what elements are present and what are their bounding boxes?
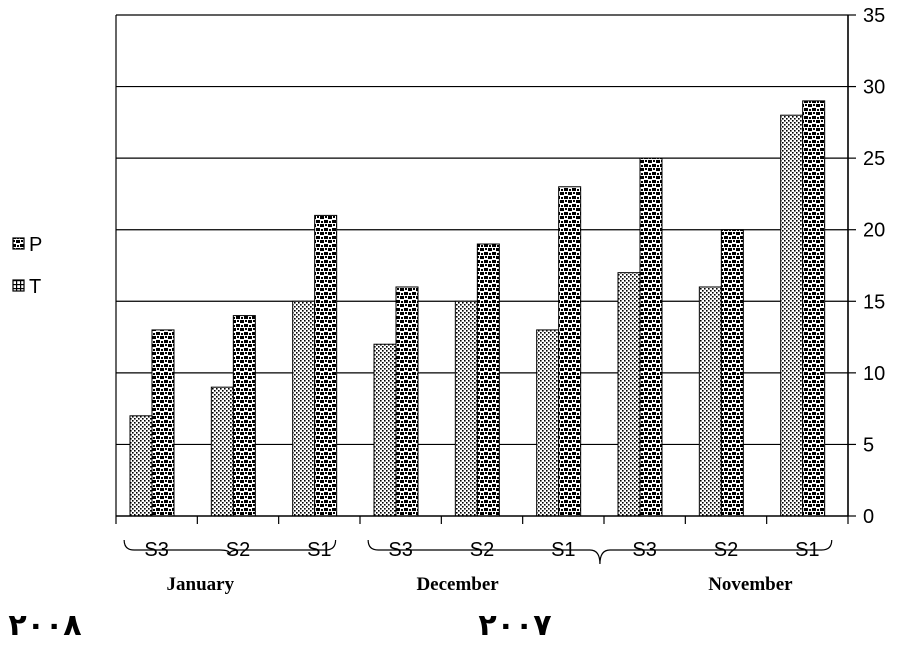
bar-t-1 <box>232 315 256 517</box>
bar-p-8 <box>780 114 804 517</box>
group-braces <box>123 539 833 565</box>
y-tick-label-6: 30 <box>863 77 885 99</box>
bar-t-3 <box>395 286 419 517</box>
group-label-2: November <box>708 574 793 595</box>
group-label-0: January <box>167 574 235 595</box>
legend: P T <box>12 234 42 298</box>
bar-p-3 <box>373 343 397 517</box>
bar-t-6 <box>639 157 663 517</box>
group-labels: January December November <box>167 574 794 595</box>
y-tick-label-0: 0 <box>863 506 874 528</box>
bar-t-5 <box>558 186 582 517</box>
year-label-1: ٢٠٠٧ <box>478 608 551 643</box>
bar-t-2 <box>314 214 338 517</box>
bar-t-4 <box>476 243 500 517</box>
year-labels: ٢٠٠٨ ٢٠٠٧ <box>8 608 551 643</box>
legend-label-0: P <box>29 234 42 256</box>
y-tick-label-4: 20 <box>863 220 885 242</box>
bar-p-1 <box>210 386 234 517</box>
group-brace-0 <box>123 539 337 555</box>
year-label-0: ٢٠٠٨ <box>8 608 81 643</box>
group-brace-1 <box>367 539 833 565</box>
bar-t-7 <box>720 229 744 517</box>
bar-p-6 <box>617 272 641 517</box>
x-tick-labels: S3 S2 S1 S3 S2 S1 S3 S2 S1 <box>144 539 819 561</box>
axes <box>115 14 856 524</box>
bar-p-4 <box>454 300 478 517</box>
y-tick-label-2: 10 <box>863 363 885 385</box>
y-tick-label-1: 5 <box>863 434 874 456</box>
legend-label-1: T <box>29 276 41 298</box>
legend-item-1: T <box>12 276 41 298</box>
y-tick-label-7: 35 <box>863 5 885 27</box>
legend-swatch-1 <box>12 279 25 292</box>
y-tick-label-5: 25 <box>863 148 885 170</box>
y-tick-labels: 0 5 10 15 20 25 30 35 <box>863 5 885 528</box>
bar-p-5 <box>536 329 560 517</box>
bar-p-0 <box>129 415 153 517</box>
bar-t-0 <box>151 329 175 517</box>
bar-p-7 <box>698 286 722 517</box>
y-tick-label-3: 15 <box>863 291 885 313</box>
legend-item-0: P <box>12 234 42 256</box>
bar-p-2 <box>292 300 316 517</box>
group-label-1: December <box>416 574 499 595</box>
legend-swatch-0 <box>12 237 25 250</box>
bar-t-8 <box>802 100 826 517</box>
bars <box>129 100 826 517</box>
